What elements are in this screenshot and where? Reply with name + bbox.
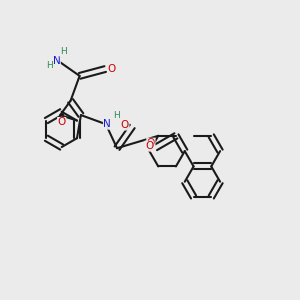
Text: H: H	[113, 111, 119, 120]
Text: O: O	[58, 118, 66, 128]
Text: O: O	[108, 64, 116, 74]
Text: H: H	[60, 47, 67, 56]
Text: O: O	[121, 120, 129, 130]
Text: O: O	[147, 138, 155, 148]
Text: O: O	[145, 141, 153, 151]
Text: N: N	[103, 119, 111, 129]
Text: N: N	[52, 56, 60, 66]
Text: H: H	[46, 61, 52, 70]
